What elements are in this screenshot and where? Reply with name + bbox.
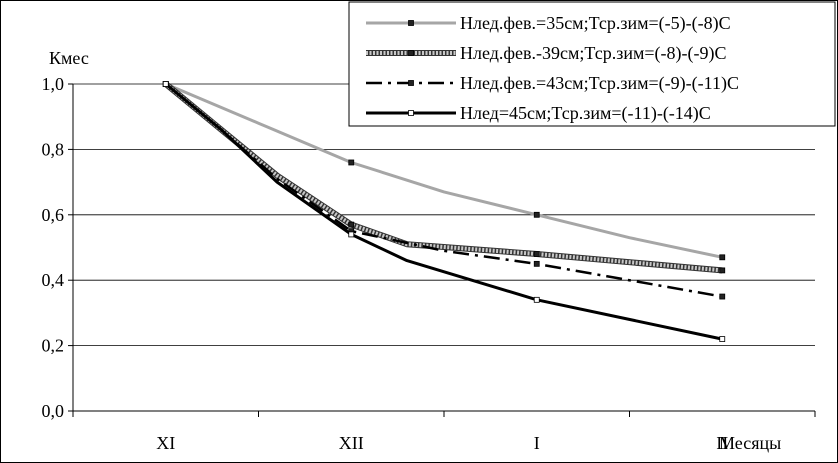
x-tick-label: XI bbox=[156, 433, 175, 453]
y-tick-label: 0,6 bbox=[42, 205, 65, 225]
y-tick-label: 0,2 bbox=[42, 336, 65, 356]
legend: Нлед.фев.=35см;Тср.зим=(-5)-(-8)С Нлед.фе… bbox=[348, 1, 836, 127]
data-point bbox=[719, 293, 726, 300]
y-tick-label: 0,8 bbox=[42, 139, 65, 159]
x-axis-title: Месяцы bbox=[719, 433, 781, 453]
data-point bbox=[533, 296, 540, 303]
legend-entry: Нлед.фев.=43см;Тср.зим=(-9)-(-11)С bbox=[460, 73, 739, 94]
x-tick-label: II bbox=[716, 433, 728, 453]
legend-marker bbox=[408, 20, 414, 26]
x-tick-label: I bbox=[534, 433, 540, 453]
legend-marker bbox=[408, 50, 414, 56]
legend-entry: Нлед.фев.=35см;Тср.зим=(-5)-(-8)С bbox=[460, 13, 731, 34]
series-line-path bbox=[165, 82, 723, 259]
data-point bbox=[533, 260, 540, 267]
data-point bbox=[719, 254, 726, 261]
series-group bbox=[162, 81, 726, 342]
y-tick-label: 0,0 bbox=[42, 401, 65, 421]
y-tick-label: 0,4 bbox=[42, 270, 65, 290]
legend-marker bbox=[408, 80, 414, 86]
data-point bbox=[533, 251, 540, 257]
data-point bbox=[348, 159, 355, 166]
axes: 0,00,20,40,60,81,0XI XII I II bbox=[42, 74, 816, 453]
x-tick-label: XII bbox=[339, 433, 364, 453]
data-point bbox=[162, 81, 169, 87]
data-point bbox=[348, 231, 355, 238]
data-point bbox=[719, 336, 726, 342]
data-point bbox=[533, 211, 540, 218]
y-axis-title: Кмес bbox=[49, 48, 89, 68]
y-tick-label: 1,0 bbox=[42, 74, 65, 94]
legend-entry: Нлед.фев.-39см;Тср.зим=(-8)-(-9)С bbox=[460, 43, 726, 64]
legend-entry: Нлед=45см;Тср.зим=(-11)-(-14)С bbox=[460, 103, 711, 124]
series-line bbox=[162, 81, 726, 342]
legend-marker bbox=[408, 110, 414, 116]
data-point bbox=[719, 267, 726, 274]
data-point bbox=[348, 221, 355, 228]
